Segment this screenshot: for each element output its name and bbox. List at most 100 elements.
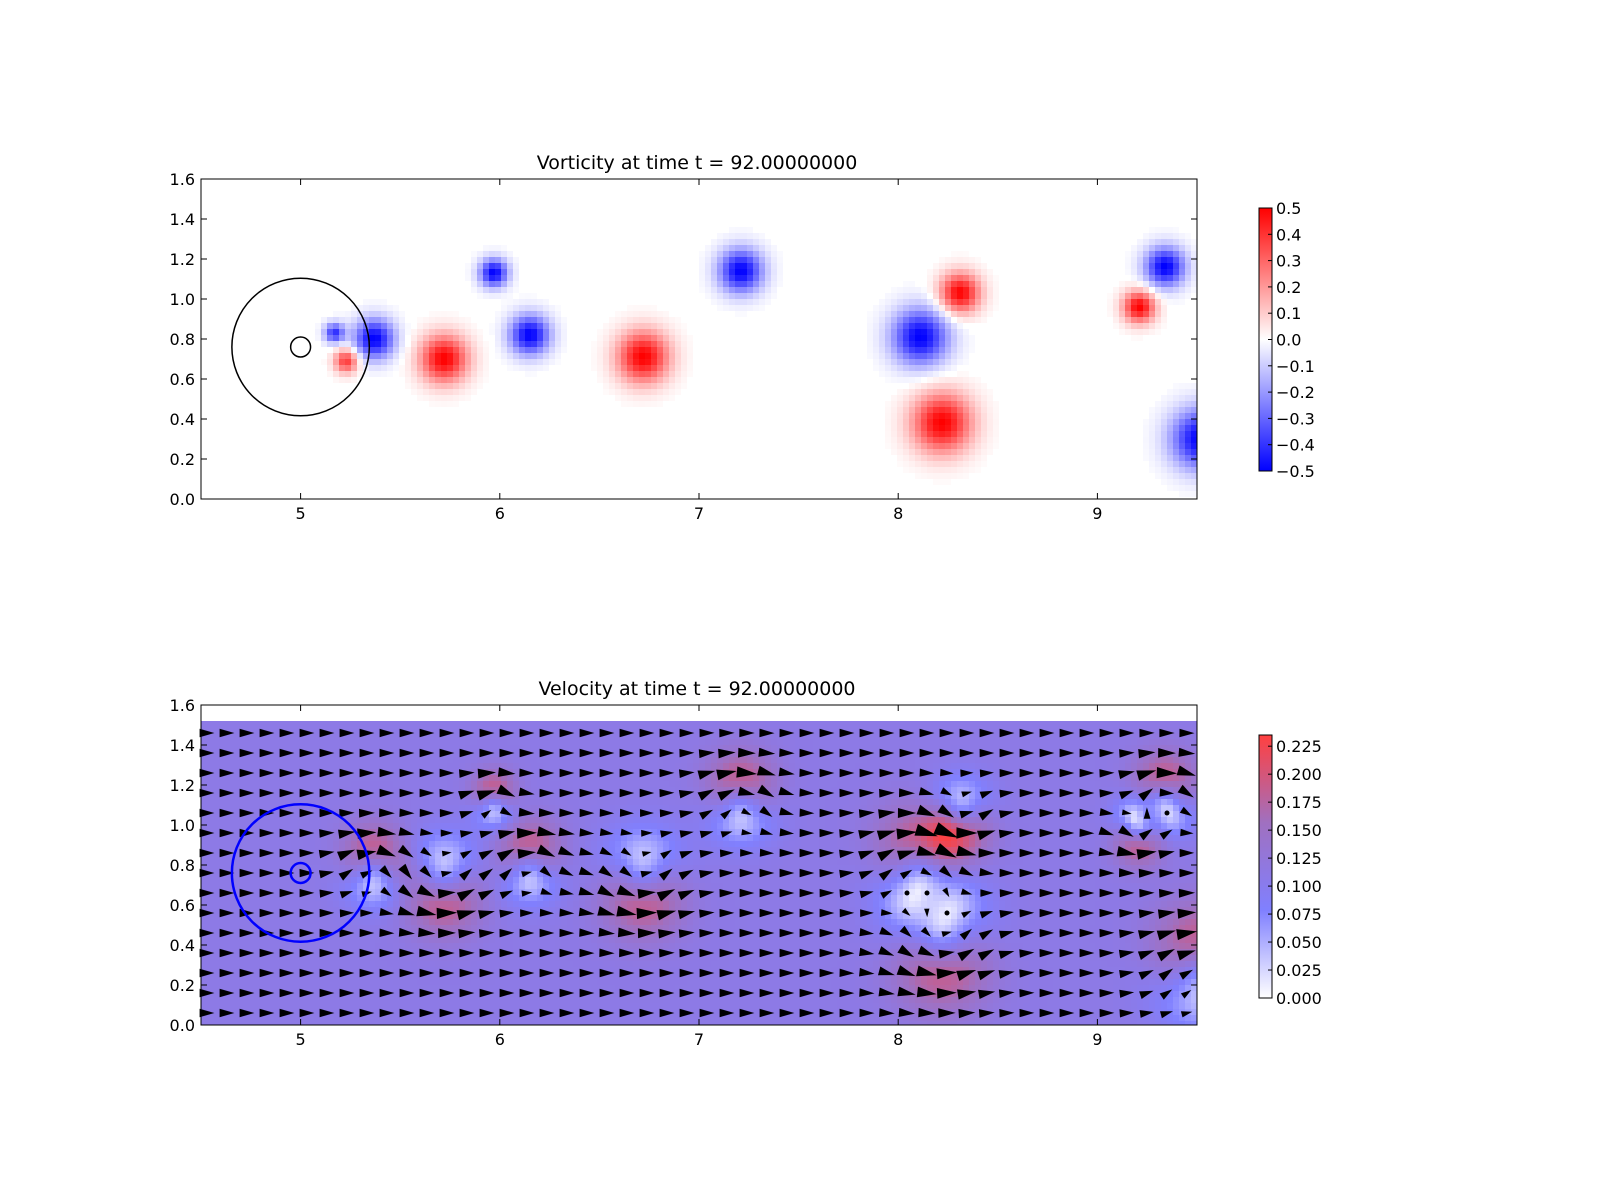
vorticity-cell [933, 323, 939, 329]
velocity-cell [363, 799, 369, 805]
velocity-cell [369, 745, 375, 751]
vorticity-cell [669, 323, 675, 329]
velocity-cell [477, 781, 483, 787]
velocity-cell [327, 745, 333, 751]
vorticity-cell [645, 329, 651, 335]
vorticity-cell [903, 371, 909, 377]
velocity-cell [321, 781, 327, 787]
vorticity-cell [645, 317, 651, 323]
vorticity-cell [981, 299, 987, 305]
velocity-cell [411, 949, 417, 955]
velocity-cell [417, 943, 423, 949]
vorticity-cell [897, 299, 903, 305]
vorticity-cell [357, 323, 363, 329]
velocity-cell [447, 919, 453, 925]
velocity-cell [525, 799, 531, 805]
vorticity-cell [1173, 263, 1179, 269]
velocity-cell [387, 925, 393, 931]
velocity-cell [531, 943, 537, 949]
vorticity-cell [1149, 239, 1155, 245]
velocity-cell [261, 877, 267, 883]
vorticity-cell [549, 329, 555, 335]
velocity-cell [267, 757, 273, 763]
vorticity-cell [1191, 395, 1197, 401]
vorticity-cell [1125, 269, 1131, 275]
vorticity-cell [909, 425, 915, 431]
vorticity-cell [417, 371, 423, 377]
velocity-cell [429, 841, 435, 847]
vorticity-cell [903, 341, 909, 347]
vorticity-cell [1161, 299, 1167, 305]
vorticity-cell [981, 407, 987, 413]
velocity-cell [435, 877, 441, 883]
vorticity-cell [963, 437, 969, 443]
velocity-cell [273, 841, 279, 847]
velocity-cell [435, 943, 441, 949]
velocity-cell [513, 763, 519, 769]
vorticity-cell [519, 311, 525, 317]
velocity-cell [399, 1003, 405, 1009]
velocity-cell [441, 937, 447, 943]
velocity-cell [369, 763, 375, 769]
velocity-cell [249, 877, 255, 883]
velocity-cell [471, 961, 477, 967]
vorticity-cell [531, 293, 537, 299]
velocity-cell [471, 817, 477, 823]
vorticity-cell [705, 257, 711, 263]
velocity-cell [507, 943, 513, 949]
velocity-cell [339, 721, 345, 727]
velocity-cell [483, 799, 489, 805]
velocity-cell [267, 1015, 273, 1021]
velocity-cell [375, 901, 381, 907]
vorticity-cell [651, 353, 657, 359]
vorticity-cell [903, 401, 909, 407]
vorticity-cell [933, 365, 939, 371]
velocity-cell [411, 985, 417, 991]
velocity-cell [435, 841, 441, 847]
velocity-cell [243, 937, 249, 943]
velocity-cell [297, 817, 303, 823]
velocity-cell [327, 865, 333, 871]
vorticity-cell [975, 275, 981, 281]
velocity-cell [513, 787, 519, 793]
velocity-cell [525, 745, 531, 751]
vorticity-cell [933, 431, 939, 437]
vorticity-cell [1173, 299, 1179, 305]
vorticity-cell [885, 335, 891, 341]
velocity-cell [519, 997, 525, 1003]
vorticity-cell [1185, 233, 1191, 239]
velocity-cell [345, 883, 351, 889]
vorticity-cell [459, 323, 465, 329]
vorticity-cell [1173, 389, 1179, 395]
velocity-cell [537, 919, 543, 925]
vorticity-cell [459, 365, 465, 371]
vorticity-cell [921, 467, 927, 473]
vorticity-cell [669, 341, 675, 347]
velocity-cell [471, 805, 477, 811]
velocity-cell [369, 937, 375, 943]
velocity-cell [327, 1015, 333, 1021]
velocity-cell [387, 757, 393, 763]
vorticity-cell [1179, 389, 1185, 395]
velocity-cell [219, 901, 225, 907]
vorticity-cell [423, 341, 429, 347]
vorticity-cell [423, 395, 429, 401]
vorticity-cell [945, 389, 951, 395]
velocity-cell [225, 817, 231, 823]
velocity-cell [315, 739, 321, 745]
vorticity-cell [501, 251, 507, 257]
velocity-cell [381, 1021, 387, 1025]
colorbar-tick-label: −0.5 [1276, 462, 1315, 481]
velocity-cell [501, 817, 507, 823]
vorticity-cell [519, 323, 525, 329]
vorticity-cell [939, 401, 945, 407]
vorticity-cell [915, 449, 921, 455]
vorticity-cell [489, 269, 495, 275]
velocity-cell [441, 799, 447, 805]
vorticity-cell [903, 299, 909, 305]
vorticity-cell [1149, 461, 1155, 467]
velocity-cell [405, 757, 411, 763]
velocity-cell [471, 901, 477, 907]
vorticity-cell [957, 263, 963, 269]
velocity-cell [309, 739, 315, 745]
